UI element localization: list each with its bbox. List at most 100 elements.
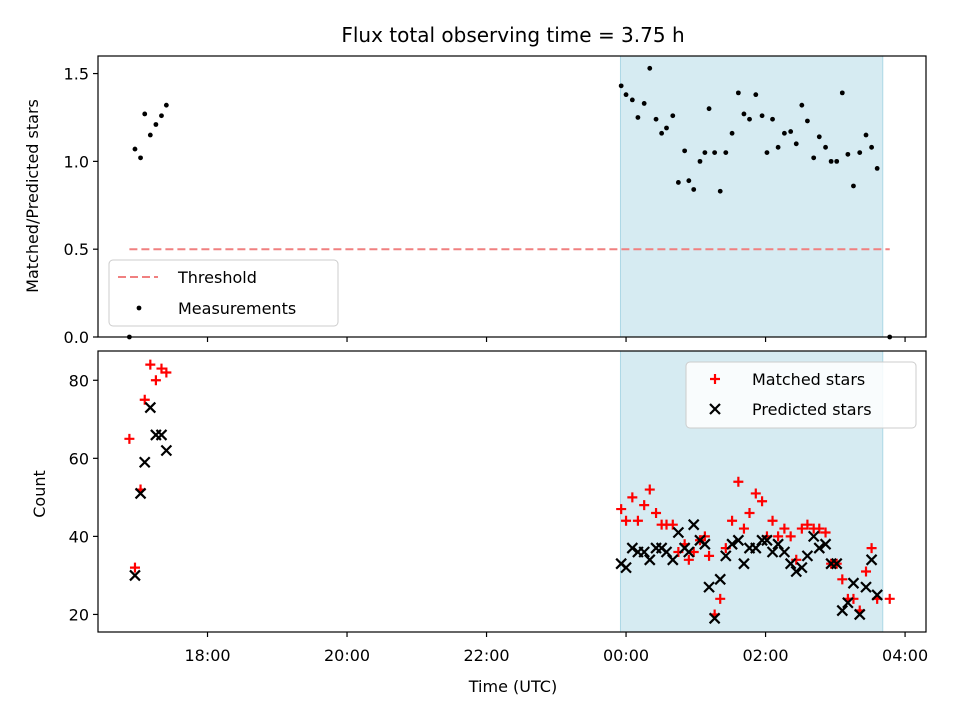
bottom-y-tick-label: 60 (69, 449, 89, 468)
measurement-point (747, 116, 752, 122)
top-shaded-span (619, 55, 884, 338)
measurement-point (647, 65, 653, 71)
matched-star-point (627, 492, 638, 503)
predicted-star-point (801, 550, 814, 562)
predicted-star-point (738, 557, 750, 570)
matched-star-point (773, 531, 784, 542)
predicted-star-point (714, 573, 726, 586)
bottom-y-tick-label: 20 (69, 605, 89, 624)
predicted-star-point (778, 546, 791, 558)
measurement-point (142, 111, 148, 117)
matched-star-point (139, 394, 150, 405)
matched-star-point (820, 527, 831, 538)
bottom-legend-box (685, 361, 917, 429)
measurement-point (799, 102, 805, 108)
matched-star-point (161, 367, 172, 378)
matched-star-point (779, 523, 790, 534)
measurement-point (764, 150, 770, 155)
matched-star-point (704, 550, 715, 561)
matched-star-point (129, 562, 140, 573)
predicted-star-point (720, 550, 732, 562)
measurement-point (869, 144, 874, 150)
legend-measurements-handle (136, 305, 142, 311)
measurement-point (712, 150, 718, 155)
predicted-star-point (708, 612, 721, 625)
predicted-star-point (703, 581, 715, 593)
predicted-star-point (726, 538, 738, 550)
matched-star-point (145, 359, 156, 370)
predicted-star-point (830, 557, 843, 570)
x-tick-label: 18:00 (184, 646, 230, 665)
x-tick-label: 22:00 (463, 646, 509, 665)
matched-star-point (767, 515, 778, 526)
measurement-point (759, 113, 765, 119)
predicted-star-point (871, 589, 883, 601)
x-tick-label: 02:00 (743, 646, 789, 665)
measurement-point (839, 90, 845, 96)
predicted-star-point (626, 542, 639, 554)
matched-star-point (639, 500, 650, 511)
matched-star-point (861, 566, 872, 577)
measurement-point (775, 144, 781, 150)
matched-star-point (632, 515, 643, 526)
measurement-point (828, 158, 834, 164)
measurement-point (697, 158, 703, 164)
predicted-star-point (687, 518, 700, 531)
measurement-point (857, 150, 863, 155)
measurement-point (788, 129, 794, 134)
top-y-tick-label: 0.5 (64, 240, 89, 259)
measurement-point (863, 132, 869, 138)
measurement-point (653, 116, 659, 122)
measurement-point (659, 130, 665, 136)
matched-star-point (738, 523, 749, 534)
measurement-point (138, 155, 143, 161)
matched-star-point (837, 574, 848, 585)
measurement-point (805, 118, 810, 124)
measurement-point (781, 130, 787, 136)
matched-star-point (866, 543, 877, 554)
matched-star-point (683, 554, 694, 565)
predicted-star-point (672, 526, 685, 539)
predicted-star-point (790, 565, 803, 578)
measurement-point (670, 113, 676, 119)
measurement-point (845, 151, 851, 157)
matched-star-point (848, 593, 859, 604)
predicted-star-point (847, 577, 860, 589)
matched-star-point (644, 484, 655, 495)
bottom-y-tick-label: 80 (69, 371, 89, 390)
legend-predicted-label: Predicted stars (752, 400, 872, 419)
predicted-star-point (796, 561, 808, 574)
predicted-star-point (836, 604, 849, 617)
predicted-star-point (620, 561, 632, 574)
measurement-point (153, 122, 159, 127)
matched-star-point (727, 515, 738, 526)
matched-star-point (667, 519, 678, 530)
measurement-point (691, 187, 697, 192)
measurement-point (874, 166, 880, 171)
predicted-star-point (813, 542, 826, 554)
predicted-star-point (842, 596, 854, 609)
measurement-point (834, 158, 840, 164)
x-tick-label: 00:00 (603, 646, 649, 665)
x-axis-label: Time (UTC) (468, 677, 557, 696)
measurement-point (735, 90, 741, 96)
matched-star-point (733, 476, 744, 487)
predicted-star-point (756, 534, 768, 547)
measurement-point (729, 130, 735, 136)
legend-threshold-label: Threshold (177, 268, 257, 287)
measurement-point (702, 150, 708, 155)
bottom-y-axis-label: Count (30, 470, 49, 518)
measurement-point (159, 113, 164, 119)
chart-title: Flux total observing time = 3.75 h (341, 23, 684, 47)
predicted-star-point (155, 429, 168, 441)
matched-star-point (785, 531, 796, 542)
measurement-point (682, 148, 688, 154)
matched-star-point (750, 488, 761, 499)
matched-star-point (884, 593, 895, 604)
legend-measurements-label: Measurements (178, 299, 296, 318)
predicted-star-point (643, 554, 656, 566)
predicted-star-point (160, 444, 173, 457)
matched-star-point (651, 507, 662, 518)
